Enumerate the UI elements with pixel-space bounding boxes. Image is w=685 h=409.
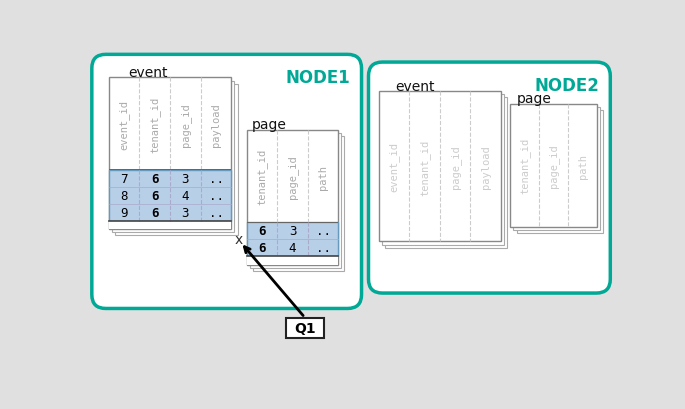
Text: x: x	[235, 233, 243, 247]
FancyBboxPatch shape	[92, 55, 362, 309]
Bar	[250, 134, 341, 268]
Bar	[514, 108, 600, 230]
Bar	[385, 98, 507, 248]
Text: page: page	[516, 91, 551, 105]
Text: ..: ..	[316, 225, 331, 238]
Bar	[109, 171, 232, 221]
Bar	[516, 110, 603, 234]
Bar	[115, 84, 238, 236]
Text: 3: 3	[182, 173, 189, 185]
Bar	[109, 170, 232, 171]
Text: Q1: Q1	[294, 321, 316, 335]
Bar	[112, 81, 234, 233]
Text: 3: 3	[289, 225, 297, 238]
Text: path: path	[577, 153, 588, 178]
Bar	[247, 130, 338, 265]
Text: path: path	[318, 164, 328, 189]
FancyBboxPatch shape	[369, 63, 610, 293]
Text: 3: 3	[182, 206, 189, 219]
Text: ..: ..	[208, 206, 223, 219]
Text: 7: 7	[121, 173, 128, 185]
Bar	[109, 78, 232, 229]
Bar	[286, 318, 324, 338]
Text: event_id: event_id	[119, 99, 129, 149]
Bar	[253, 137, 345, 271]
Text: tenant_id: tenant_id	[519, 138, 530, 194]
Bar	[510, 104, 597, 227]
Text: page_id: page_id	[180, 103, 191, 146]
Text: NODE2: NODE2	[534, 77, 599, 95]
Text: 9: 9	[121, 206, 128, 219]
Text: page_id: page_id	[287, 155, 298, 198]
Text: tenant_id: tenant_id	[419, 139, 430, 195]
Text: page_id: page_id	[449, 145, 460, 189]
Text: 8: 8	[121, 189, 128, 202]
Text: 6: 6	[151, 206, 158, 219]
Bar	[247, 256, 338, 265]
Bar	[382, 95, 504, 245]
Text: 6: 6	[151, 189, 158, 202]
Bar	[247, 222, 338, 256]
Text: 4: 4	[182, 189, 189, 202]
Text: 6: 6	[258, 242, 266, 254]
Text: payload: payload	[481, 145, 490, 189]
Text: ..: ..	[316, 242, 331, 254]
Text: 4: 4	[289, 242, 297, 254]
Text: NODE1: NODE1	[286, 69, 351, 87]
Text: 6: 6	[258, 225, 266, 238]
Text: tenant_id: tenant_id	[149, 96, 160, 153]
Bar	[247, 222, 338, 223]
Text: 6: 6	[151, 173, 158, 185]
Text: event_id: event_id	[388, 142, 399, 192]
Text: ..: ..	[208, 189, 223, 202]
Bar	[109, 221, 232, 229]
Text: page: page	[252, 118, 287, 132]
Text: page_id: page_id	[548, 144, 559, 188]
Text: event: event	[128, 66, 168, 80]
Text: ..: ..	[208, 173, 223, 185]
Text: tenant_id: tenant_id	[257, 148, 268, 204]
Bar	[379, 92, 501, 242]
Text: event: event	[396, 80, 435, 94]
Text: payload: payload	[211, 103, 221, 146]
